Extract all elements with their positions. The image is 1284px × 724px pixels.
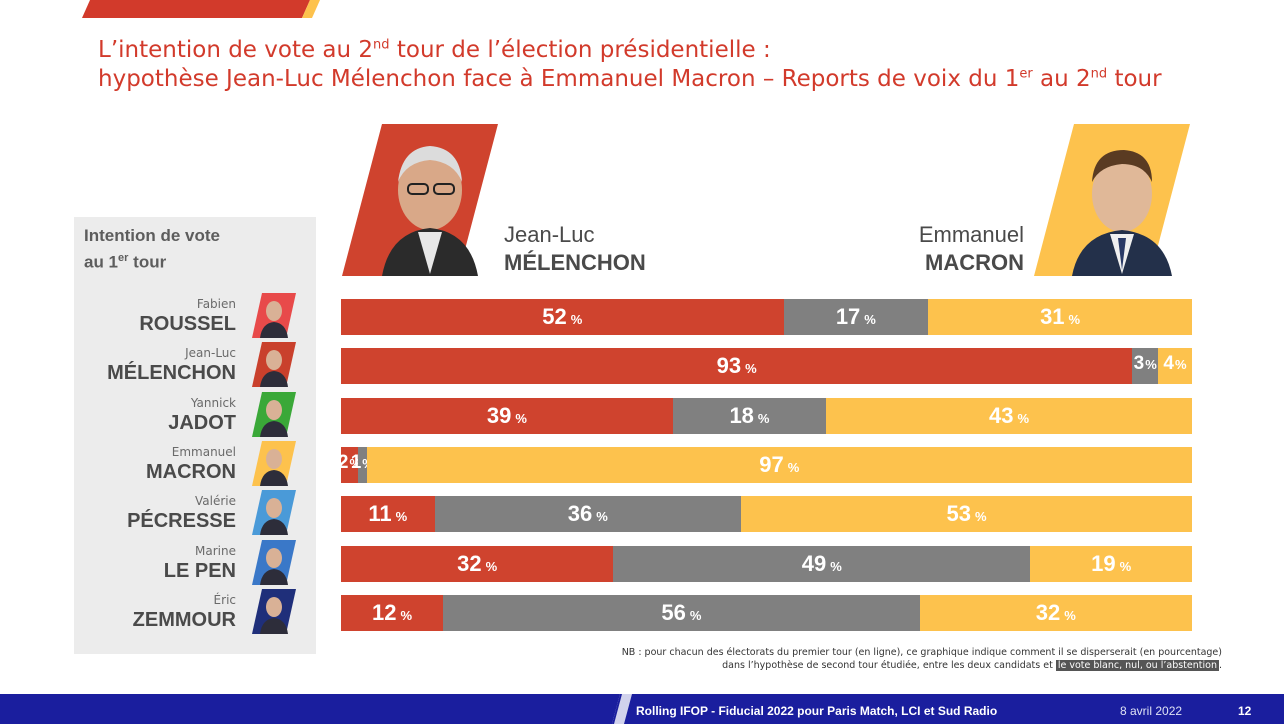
data-label: 52% <box>542 304 583 329</box>
candidate-last-name: MÉLENCHON <box>107 362 236 385</box>
neutral-segment <box>672 397 827 434</box>
methodology-note: NB : pour chacun des électorats du premi… <box>621 647 1222 671</box>
neutral-segment <box>443 594 920 631</box>
data-label: 43% <box>989 402 1030 428</box>
macron-segment <box>826 397 1192 434</box>
data-label: 56% <box>661 599 702 625</box>
data-label: 36% <box>567 501 608 527</box>
candidate-last-name: LE PEN <box>163 559 236 582</box>
candidate-last-name: PÉCRESSE <box>127 510 236 533</box>
page-title: L’intention de vote au 2nd tour de l’éle… <box>98 37 1162 92</box>
macron-segment <box>1030 545 1192 582</box>
data-label: 12% <box>372 599 413 625</box>
neutral-segment <box>434 496 741 533</box>
page-number: 12 <box>1238 704 1252 718</box>
data-label: 3% <box>1133 353 1157 375</box>
data-label: 32% <box>1035 599 1076 625</box>
footer-band <box>0 694 1284 724</box>
data-label: 17% <box>835 304 876 329</box>
data-label: 49% <box>801 550 842 576</box>
candidate-last-name: ROUSSEL <box>139 313 236 335</box>
melenchon-segment <box>341 446 359 483</box>
data-label: 32% <box>457 550 498 576</box>
macron-header-name: Emmanuel MACRON <box>918 222 1024 275</box>
data-label: 97% <box>759 451 800 477</box>
candidate-last-name: MACRON <box>146 460 236 483</box>
melenchon-segment <box>341 348 1133 385</box>
candidate-thumbnail <box>252 539 296 585</box>
neutral-segment <box>783 299 929 335</box>
data-label: 53% <box>946 501 987 527</box>
data-label: 31% <box>1040 304 1081 329</box>
data-label: 11% <box>368 501 408 527</box>
candidate-thumbnail <box>252 588 296 634</box>
melenchon-header-name: Jean-Luc MÉLENCHON <box>504 222 646 275</box>
candidate-thumbnail <box>252 490 296 536</box>
macron-segment <box>740 496 1192 533</box>
candidate-first-name: Emmanuel <box>171 444 236 459</box>
macron-segment <box>928 299 1192 335</box>
candidate-first-name: Yannick <box>190 395 236 410</box>
melenchon-segment <box>341 496 435 533</box>
candidate-thumbnail <box>252 293 296 338</box>
melenchon-segment <box>341 594 444 631</box>
macron-segment <box>919 594 1192 631</box>
neutral-segment <box>1132 348 1158 385</box>
melenchon-segment <box>341 397 673 434</box>
neutral-segment <box>613 545 1031 582</box>
data-label: 4% <box>1163 353 1187 375</box>
candidate-last-name: JADOT <box>168 411 236 434</box>
data-label: 93% <box>716 353 757 379</box>
melenchon-portrait <box>342 124 498 276</box>
candidate-first-name: Jean-Luc <box>185 346 236 361</box>
melenchon-segment <box>341 545 614 582</box>
candidate-first-name: Fabien <box>196 297 236 311</box>
candidate-thumbnail <box>252 391 296 437</box>
first-round-heading: Intention de vote au 1er tour <box>84 226 220 272</box>
footer-source: Rolling IFOP - Fiducial 2022 pour Paris … <box>636 704 998 718</box>
melenchon-segment <box>341 299 784 335</box>
top-accent-band <box>82 0 320 18</box>
data-label: 39% <box>486 402 527 428</box>
footer-date: 8 avril 2022 <box>1120 704 1183 718</box>
neutral-segment <box>358 446 367 483</box>
macron-segment <box>1157 348 1192 385</box>
candidate-first-name: Marine <box>195 543 236 558</box>
candidate-thumbnail <box>252 342 296 388</box>
data-label: 19% <box>1091 550 1132 576</box>
macron-segment <box>366 446 1192 483</box>
data-label: 18% <box>729 402 770 428</box>
data-label: 2% <box>337 451 362 473</box>
macron-portrait <box>1034 124 1190 276</box>
candidate-first-name: Éric <box>213 592 236 607</box>
candidate-first-name: Valérie <box>195 494 236 509</box>
candidate-thumbnail <box>252 440 296 486</box>
candidate-last-name: ZEMMOUR <box>132 608 236 631</box>
